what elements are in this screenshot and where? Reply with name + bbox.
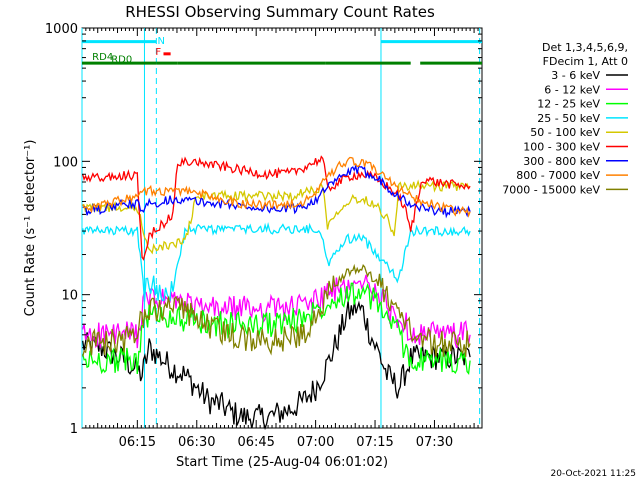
legend-header-line: Det 1,3,4,5,6,9, (542, 41, 628, 54)
x-axis-label: Start Time (25-Aug-04 06:01:02) (176, 455, 388, 470)
legend-entry-label: 800 - 7000 keV (516, 169, 600, 182)
series-layer (82, 155, 471, 431)
y-axis-label: Count Rate (s⁻¹ detector⁻¹) (23, 140, 38, 317)
legend-entry-label: 12 - 25 keV (537, 98, 600, 111)
series-line (82, 282, 471, 375)
legend-header-line: FDecim 1, Att 0 (543, 55, 628, 68)
footer-date: 20-Oct-2021 11:25 (551, 469, 636, 479)
x-tick-label: 06:45 (237, 435, 274, 450)
y-axis: 1 10 100 1000 (45, 22, 482, 437)
y-tick-label: 10 (61, 289, 78, 304)
y-tick-label: 1 (70, 422, 78, 437)
legend-entry-label: 50 - 100 keV (530, 126, 600, 139)
legend: Det 1,3,4,5,6,9, FDecim 1, Att 0 3 - 6 k… (502, 41, 628, 196)
series-line (82, 155, 471, 261)
legend-entry-label: 3 - 6 keV (551, 69, 600, 82)
series-line (82, 222, 471, 302)
x-tick-label: 07:00 (297, 435, 334, 450)
series-line (82, 156, 471, 218)
series-line (82, 263, 471, 357)
y-tick-label: 1000 (45, 22, 78, 37)
x-tick-label: 07:15 (356, 435, 393, 450)
legend-entry-label: 300 - 800 keV (523, 155, 600, 168)
x-tick-label: 07:30 (416, 435, 453, 450)
flag-label: RD4 (92, 52, 113, 63)
y-tick-label: 100 (53, 155, 78, 170)
series-line (82, 179, 471, 255)
x-axis: 06:15 06:30 06:45 07:00 07:15 07:30 (85, 28, 483, 450)
legend-entry-label: 6 - 12 keV (544, 83, 600, 96)
series-line (82, 163, 471, 219)
chart-title: RHESSI Observing Summary Count Rates (125, 3, 435, 21)
flag-label: RD0 (111, 54, 132, 65)
legend-entry-label: 100 - 300 keV (523, 141, 600, 154)
x-tick-label: 06:15 (119, 435, 156, 450)
flag-label: N (158, 36, 165, 47)
series-line (82, 300, 471, 431)
legend-entry-label: 7000 - 15000 keV (502, 183, 600, 196)
series-line (82, 274, 471, 349)
flag-label: F (155, 47, 161, 58)
x-tick-label: 06:30 (178, 435, 215, 450)
legend-entry-label: 25 - 50 keV (537, 112, 600, 125)
